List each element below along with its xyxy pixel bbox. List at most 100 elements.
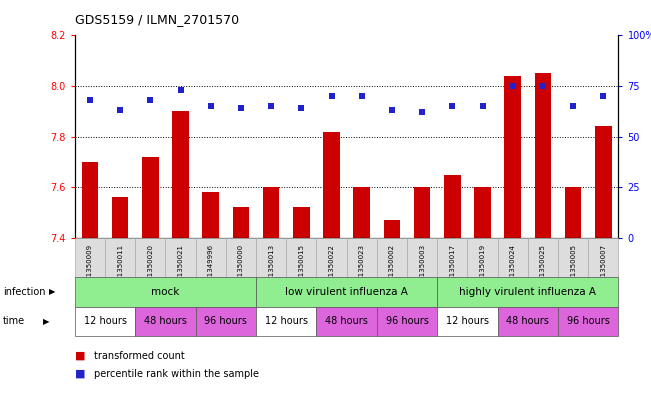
- Point: [598, 93, 609, 99]
- Text: GSM1350017: GSM1350017: [449, 244, 455, 291]
- Bar: [232, 208, 249, 238]
- Bar: [534, 73, 551, 238]
- Text: 96 hours: 96 hours: [204, 316, 247, 326]
- Bar: [437, 238, 467, 277]
- Text: GSM1350023: GSM1350023: [359, 244, 365, 291]
- Text: GSM1349996: GSM1349996: [208, 244, 214, 291]
- Bar: [377, 238, 407, 277]
- Bar: [226, 238, 256, 277]
- Text: 96 hours: 96 hours: [385, 316, 428, 326]
- Point: [357, 93, 367, 99]
- Bar: [112, 197, 128, 238]
- Text: GSM1350015: GSM1350015: [298, 244, 305, 291]
- Text: ■: ■: [75, 351, 85, 361]
- Bar: [497, 307, 558, 336]
- Text: ▶: ▶: [43, 317, 49, 325]
- Bar: [135, 238, 165, 277]
- Text: GSM1350011: GSM1350011: [117, 244, 123, 291]
- Bar: [165, 238, 196, 277]
- Text: GSM1350007: GSM1350007: [600, 244, 606, 291]
- Bar: [437, 277, 618, 307]
- Text: GSM1350025: GSM1350025: [540, 244, 546, 290]
- Bar: [414, 187, 430, 238]
- Point: [387, 107, 397, 114]
- Text: ■: ■: [75, 369, 85, 379]
- Bar: [105, 238, 135, 277]
- Bar: [75, 277, 256, 307]
- Text: GDS5159 / ILMN_2701570: GDS5159 / ILMN_2701570: [75, 13, 239, 26]
- Bar: [75, 238, 105, 277]
- Bar: [589, 238, 618, 277]
- Point: [326, 93, 337, 99]
- Point: [85, 97, 95, 103]
- Bar: [81, 162, 98, 238]
- Text: GSM1350009: GSM1350009: [87, 244, 93, 291]
- Bar: [565, 187, 581, 238]
- Text: highly virulent influenza A: highly virulent influenza A: [460, 287, 596, 297]
- Bar: [142, 157, 159, 238]
- Point: [175, 87, 186, 93]
- Bar: [528, 238, 558, 277]
- Text: 48 hours: 48 hours: [144, 316, 187, 326]
- Text: time: time: [3, 316, 25, 326]
- Text: percentile rank within the sample: percentile rank within the sample: [94, 369, 259, 379]
- Bar: [256, 277, 437, 307]
- Point: [115, 107, 126, 114]
- Bar: [437, 307, 497, 336]
- Bar: [263, 187, 279, 238]
- Bar: [558, 238, 589, 277]
- Bar: [595, 127, 612, 238]
- Text: GSM1350002: GSM1350002: [389, 244, 395, 291]
- Text: 12 hours: 12 hours: [83, 316, 126, 326]
- Bar: [383, 220, 400, 238]
- Bar: [173, 111, 189, 238]
- Text: GSM1350021: GSM1350021: [178, 244, 184, 291]
- Text: mock: mock: [151, 287, 180, 297]
- Text: GSM1350020: GSM1350020: [147, 244, 154, 291]
- Text: GSM1350003: GSM1350003: [419, 244, 425, 291]
- Text: ▶: ▶: [49, 287, 55, 296]
- Bar: [324, 132, 340, 238]
- Text: GSM1350022: GSM1350022: [329, 244, 335, 290]
- Bar: [353, 187, 370, 238]
- Point: [538, 83, 548, 89]
- Bar: [497, 238, 528, 277]
- Point: [447, 103, 458, 109]
- Point: [236, 105, 246, 111]
- Text: transformed count: transformed count: [94, 351, 185, 361]
- Bar: [505, 76, 521, 238]
- Text: infection: infection: [3, 286, 46, 297]
- Text: GSM1350024: GSM1350024: [510, 244, 516, 290]
- Bar: [346, 238, 377, 277]
- Bar: [316, 238, 346, 277]
- Text: 12 hours: 12 hours: [265, 316, 308, 326]
- Text: low virulent influenza A: low virulent influenza A: [285, 287, 408, 297]
- Bar: [293, 208, 310, 238]
- Text: GSM1350013: GSM1350013: [268, 244, 274, 291]
- Bar: [196, 307, 256, 336]
- Bar: [256, 238, 286, 277]
- Text: GSM1350005: GSM1350005: [570, 244, 576, 291]
- Point: [508, 83, 518, 89]
- Text: 12 hours: 12 hours: [446, 316, 489, 326]
- Bar: [558, 307, 618, 336]
- Bar: [444, 174, 461, 238]
- Bar: [256, 307, 316, 336]
- Text: GSM1350019: GSM1350019: [480, 244, 486, 291]
- Point: [296, 105, 307, 111]
- Point: [266, 103, 277, 109]
- Bar: [467, 238, 497, 277]
- Bar: [407, 238, 437, 277]
- Bar: [196, 238, 226, 277]
- Point: [206, 103, 216, 109]
- Text: GSM1350000: GSM1350000: [238, 244, 244, 291]
- Bar: [377, 307, 437, 336]
- Point: [477, 103, 488, 109]
- Text: 96 hours: 96 hours: [567, 316, 610, 326]
- Bar: [474, 187, 491, 238]
- Bar: [316, 307, 377, 336]
- Bar: [202, 192, 219, 238]
- Text: 48 hours: 48 hours: [506, 316, 549, 326]
- Point: [568, 103, 578, 109]
- Text: 48 hours: 48 hours: [326, 316, 368, 326]
